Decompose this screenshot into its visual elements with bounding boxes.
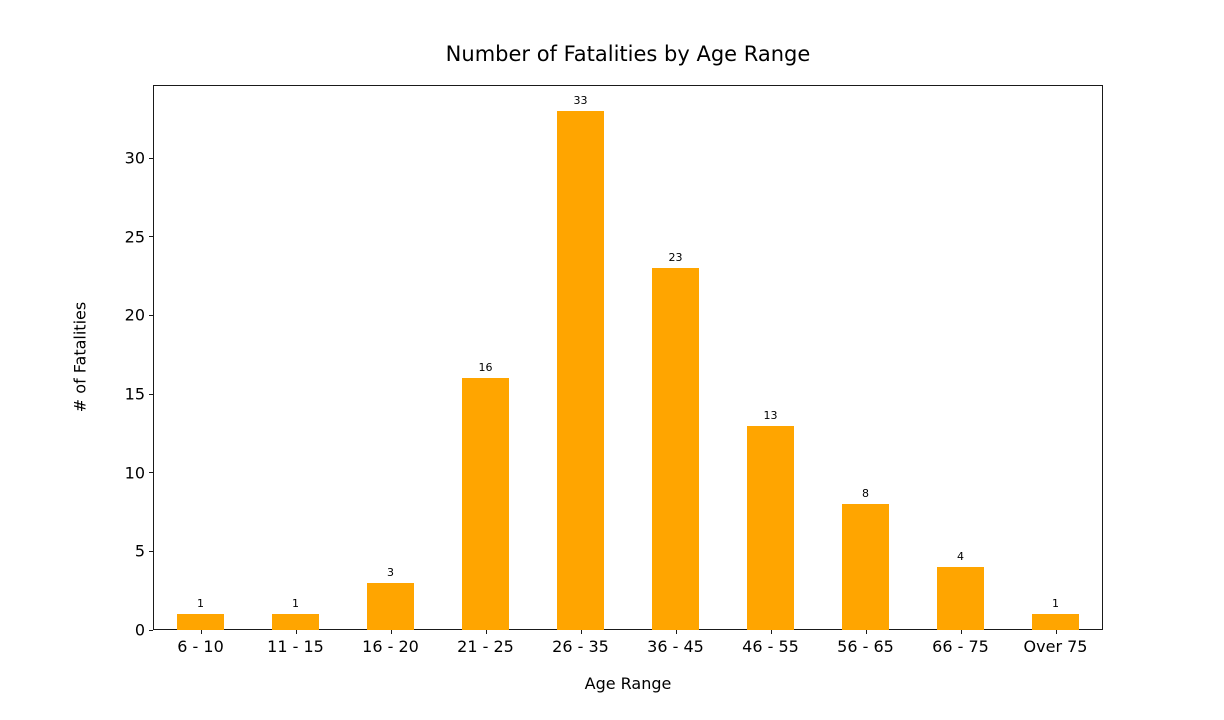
x-tick-label: 11 - 15 [267, 637, 324, 656]
bar-value-label: 16 [478, 361, 493, 375]
x-tick-mark [200, 630, 202, 634]
x-tick-mark [675, 630, 677, 634]
bar [841, 504, 890, 630]
bar-value-label: 3 [387, 565, 394, 579]
plot-area [153, 85, 1103, 630]
y-tick-label: 20 [124, 305, 145, 325]
bar-value-label: 23 [668, 251, 683, 265]
y-tick-label: 0 [134, 620, 145, 640]
y-tick-mark [149, 472, 153, 474]
bar [176, 614, 225, 630]
x-tick-label: 26 - 35 [552, 637, 609, 656]
x-tick-label: 46 - 55 [742, 637, 799, 656]
x-tick-mark [1055, 630, 1057, 634]
x-tick-label: 36 - 45 [647, 637, 704, 656]
bar-value-label: 8 [862, 487, 869, 501]
y-tick-mark [149, 550, 153, 552]
y-tick-mark [149, 629, 153, 631]
x-tick-label: 21 - 25 [457, 637, 514, 656]
x-axis-label: Age Range [584, 674, 672, 693]
x-tick-mark [865, 630, 867, 634]
x-tick-label: 16 - 20 [362, 637, 419, 656]
y-tick-mark [149, 236, 153, 238]
bar [461, 378, 510, 630]
x-tick-mark [770, 630, 772, 634]
bar [651, 268, 700, 630]
bar-value-label: 1 [1052, 597, 1059, 611]
bar [366, 582, 415, 630]
x-tick-mark [295, 630, 297, 634]
x-tick-label: 56 - 65 [837, 637, 894, 656]
x-tick-mark [485, 630, 487, 634]
bar [1031, 614, 1080, 630]
y-tick-label: 10 [124, 463, 145, 483]
bar-value-label: 33 [573, 93, 588, 107]
bar-value-label: 13 [763, 408, 778, 422]
y-tick-label: 15 [124, 384, 145, 404]
x-tick-label: 6 - 10 [177, 637, 224, 656]
x-tick-mark [960, 630, 962, 634]
y-tick-mark [149, 314, 153, 316]
bar [556, 110, 605, 630]
y-tick-label: 5 [134, 541, 145, 561]
bar [271, 614, 320, 630]
bar [746, 425, 795, 630]
chart-title: Number of Fatalities by Age Range [445, 42, 811, 66]
bar-value-label: 1 [292, 597, 299, 611]
y-tick-mark [149, 157, 153, 159]
x-tick-label: Over 75 [1023, 637, 1088, 656]
bar-value-label: 4 [957, 550, 964, 564]
x-tick-mark [580, 630, 582, 634]
x-tick-label: 66 - 75 [932, 637, 989, 656]
x-tick-mark [390, 630, 392, 634]
bar [936, 567, 985, 630]
y-tick-label: 30 [124, 148, 145, 168]
bar-value-label: 1 [197, 597, 204, 611]
y-tick-mark [149, 393, 153, 395]
y-tick-label: 25 [124, 227, 145, 247]
